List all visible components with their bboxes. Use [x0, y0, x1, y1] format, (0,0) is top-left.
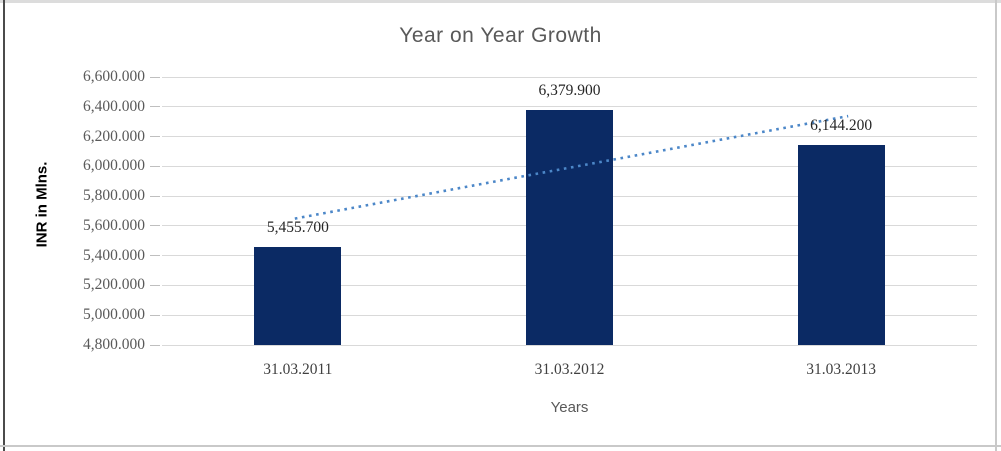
gridline: [162, 106, 977, 108]
y-tick-label: 6,600.000: [83, 68, 145, 85]
x-category-label: 31.03.2012: [534, 361, 605, 378]
bar[interactable]: [797, 144, 885, 345]
bar-data-label: 6,144.200: [810, 116, 873, 134]
bar-data-label: 5,455.700: [266, 219, 329, 237]
y-axis-tick: [150, 106, 160, 108]
y-tick-label: 5,400.000: [83, 246, 145, 264]
y-axis-tick: [150, 344, 160, 346]
x-category-label: 31.03.2011: [263, 361, 333, 378]
gridline: [162, 344, 977, 346]
bar[interactable]: [254, 247, 342, 345]
x-axis-title: Years: [550, 399, 589, 416]
chart-border-left: [3, 0, 5, 451]
bar-data-label: 6,379.900: [538, 81, 601, 99]
bar[interactable]: [526, 109, 613, 345]
y-axis-tick: [150, 225, 160, 227]
y-axis-tick: [150, 195, 160, 197]
y-tick-label: 6,200.000: [83, 127, 145, 145]
y-tick-label: 6,000.000: [83, 157, 145, 175]
chart-border-bottom: [0, 445, 1001, 447]
chart-border-right: [995, 0, 997, 451]
y-tick-label: 5,600.000: [83, 216, 145, 234]
x-category-label: 31.03.2013: [806, 361, 877, 378]
y-axis-tick: [150, 136, 160, 138]
y-tick-label: 4,800.000: [83, 336, 145, 353]
y-tick-label: 5,000.000: [83, 306, 145, 324]
y-tick-label: 5,200.000: [83, 276, 145, 294]
y-axis-tick: [150, 255, 160, 257]
y-axis-tick: [150, 76, 160, 78]
gridline: [162, 76, 977, 78]
y-axis-tick: [150, 284, 160, 286]
y-tick-label: 6,400.000: [83, 97, 145, 115]
y-axis-tick: [150, 165, 160, 167]
chart-title: Year on Year Growth: [399, 24, 602, 47]
y-axis-tick: [150, 314, 160, 316]
y-tick-label: 5,800.000: [83, 187, 145, 205]
chart-border-top: [0, 0, 1001, 3]
